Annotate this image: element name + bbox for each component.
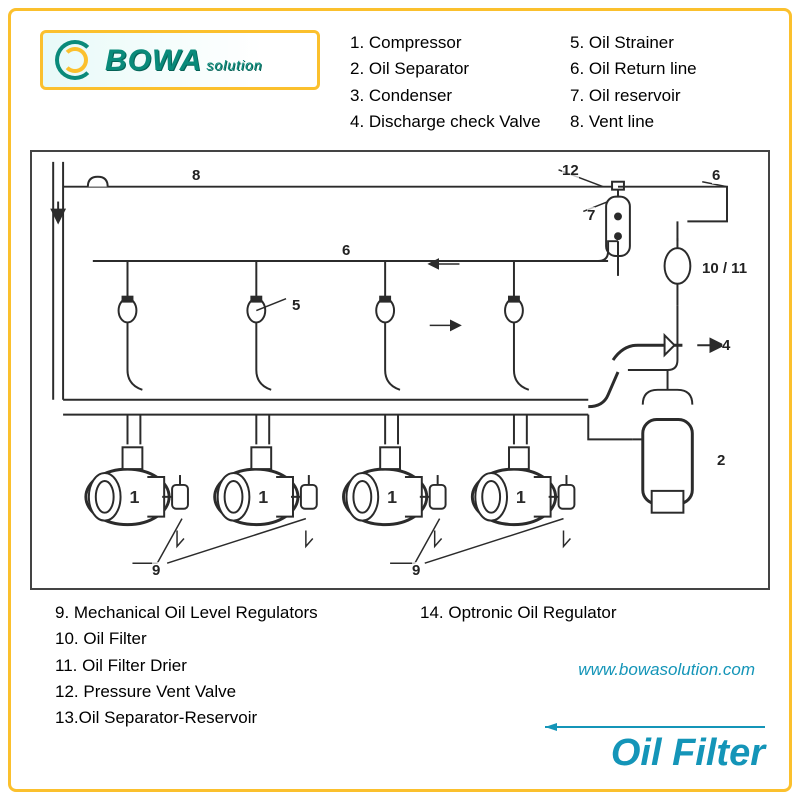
title-block: Oil Filter (545, 722, 765, 775)
logo-swirl-icon (53, 38, 97, 82)
legend-bottom-right: 14. Optronic Oil Regulator (420, 600, 617, 626)
callout-12: 12 (562, 162, 579, 179)
legend-bottom-left: 9. Mechanical Oil Level Regulators 10. O… (55, 600, 318, 732)
website-url: www.bowasolution.com (578, 660, 755, 680)
legend-top-left: 1. Compressor 2. Oil Separator 3. Conden… (350, 30, 541, 135)
schematic-svg: 1 1 1 (32, 152, 768, 588)
callout-2: 2 (717, 452, 725, 469)
callout-7: 7 (587, 207, 595, 224)
diagram-area: 1 1 1 (30, 150, 770, 590)
title-text: Oil Filter (545, 732, 765, 775)
svg-text:1: 1 (387, 487, 397, 507)
svg-text:1: 1 (258, 487, 268, 507)
legend-top-right: 5. Oil Strainer 6. Oil Return line 7. Oi… (570, 30, 697, 135)
callout-6a: 6 (712, 167, 720, 184)
logo: BOWAsolution (40, 30, 320, 90)
callout-4: 4 (722, 337, 730, 354)
callout-6b: 6 (342, 242, 350, 259)
callout-8: 8 (192, 167, 200, 184)
callout-9b: 9 (412, 562, 420, 579)
svg-text:1: 1 (129, 487, 139, 507)
svg-text:1: 1 (516, 487, 526, 507)
callout-10-11: 10 / 11 (702, 260, 747, 277)
callout-9a: 9 (152, 562, 160, 579)
callout-5: 5 (292, 297, 300, 314)
brand-name: BOWAsolution (105, 47, 263, 74)
